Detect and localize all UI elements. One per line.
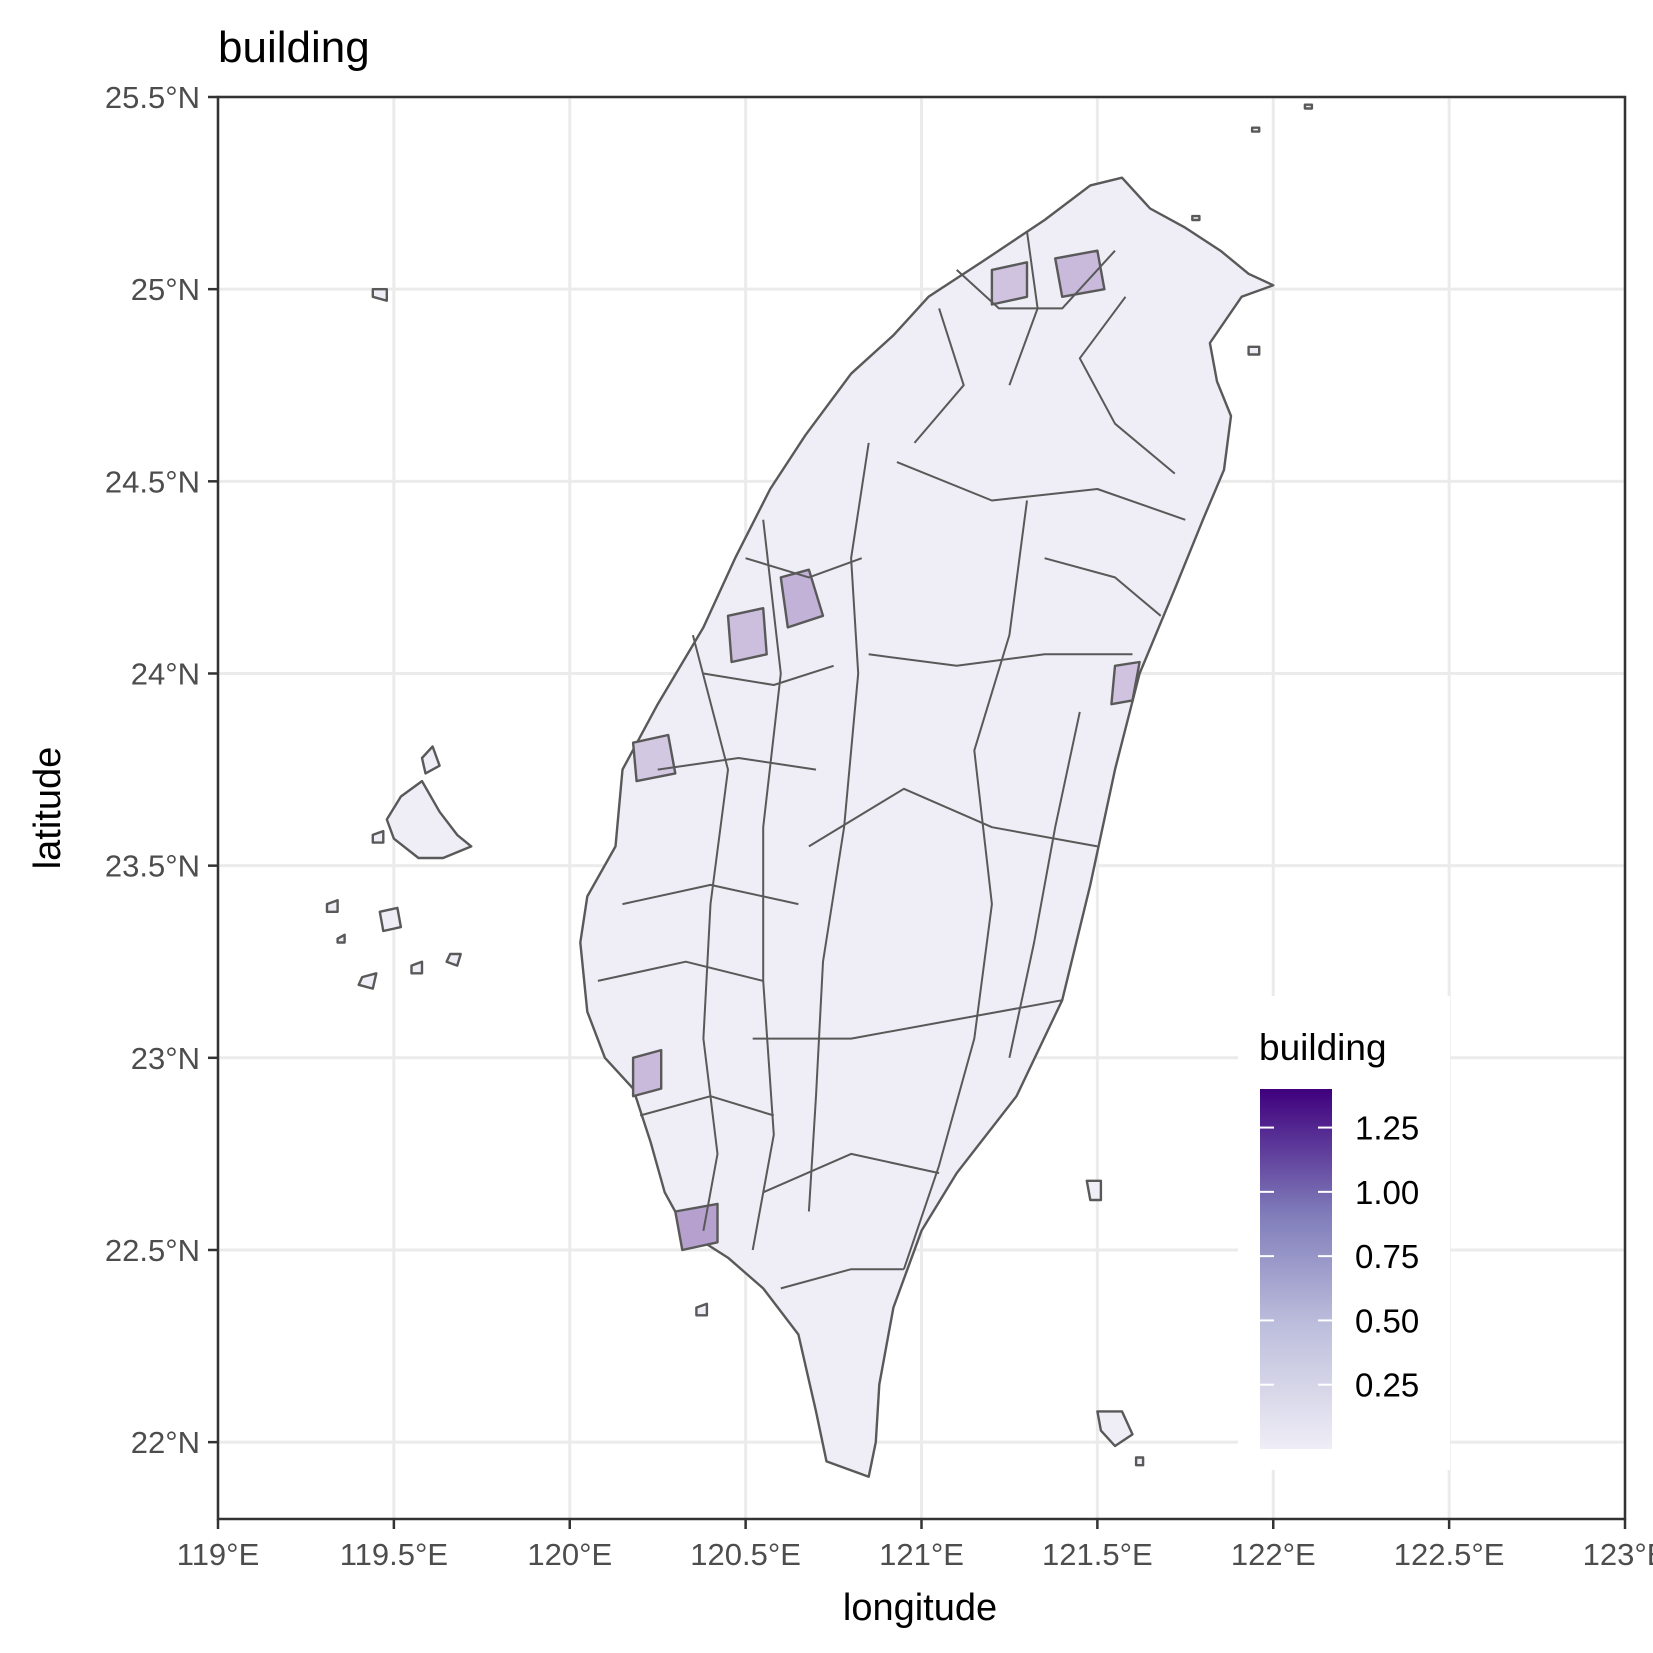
plot-panel [216,95,1627,1521]
district-boundary [752,999,1063,1040]
district-region [726,607,768,664]
y-tick-label: 23°N [131,1041,200,1076]
district-region [1053,249,1106,298]
y-tick-label: 23.5°N [105,849,200,884]
district-region [990,261,1029,306]
district-boundary [913,308,965,444]
legend-break-label: 1.00 [1355,1174,1419,1211]
y-tick-label: 25.5°N [105,80,200,115]
legend-breaks: 1.25 1.00 0.75 0.50 0.25 [1260,1110,1419,1404]
x-tick-label: 120°E [527,1537,612,1572]
district-boundary [745,557,863,579]
island-wuqiu [371,288,388,302]
x-tick-label: 120.5°E [690,1537,801,1572]
island-penghu-mid [410,960,424,975]
y-tick-label: 24.5°N [105,464,200,499]
island-liuqiu [695,1302,709,1317]
district-boundary [956,250,1116,310]
district-boundaries [597,231,1186,1290]
island-penghu-small-a [371,829,385,844]
x-axis-title: longitude [843,1587,997,1629]
island-guishan [1247,345,1261,356]
x-tick-label: 121.5°E [1042,1537,1153,1572]
district-boundary [896,461,1186,521]
legend-title: building [1259,1027,1387,1068]
island-penghu-south-3 [445,952,462,967]
island-orchid-island [1096,1410,1134,1448]
district-boundary [868,653,1133,667]
y-axis: 22°N 22.5°N 23°N 23.5°N 24°N 24.5°N 25°N 25.5°N [105,80,218,1460]
district-boundary [1008,711,1081,1059]
district-boundary [780,1268,904,1290]
x-axis: 119°E 119.5°E 120°E 120.5°E 121°E 121.5°E 122°… [177,1519,1653,1572]
legend-break-label: 0.75 [1355,1238,1419,1275]
district-boundary [691,634,729,1231]
y-tick-label: 22.5°N [105,1233,200,1268]
island-penghu-west [325,899,339,913]
y-axis-title: latitude [27,747,69,870]
island-pengjia-2 [1250,126,1261,133]
district-boundary [657,757,817,771]
district-boundary [597,960,764,982]
island-pengjia-1 [1303,103,1314,110]
x-tick-label: 121°E [879,1537,964,1572]
district-boundary [807,442,870,1212]
legend: building 1.25 1.00 0.75 0.50 0.25 [1238,996,1450,1470]
island-little-orchid [1134,1456,1145,1467]
island-green-island [1085,1179,1103,1202]
district-boundary [751,519,782,1251]
x-tick-label: 119°E [177,1537,260,1572]
district-boundary [703,664,834,686]
island-penghu-south-2 [357,972,378,990]
taiwan-main-island [579,176,1275,1478]
district-region [631,1048,663,1098]
district-region [631,733,677,783]
district-boundary [622,883,799,906]
district-region [1110,660,1141,706]
x-tick-label: 123°E [1583,1537,1653,1572]
island-penghu-north [420,745,441,775]
district-boundary [1078,296,1176,475]
legend-break-label: 1.25 [1355,1110,1419,1147]
x-tick-label: 119.5°E [340,1537,448,1572]
legend-break-label: 0.50 [1355,1302,1419,1339]
district-region [674,1202,719,1252]
legend-colorbar [1260,1089,1332,1449]
island-penghu-small-b [336,933,346,944]
x-tick-label: 122.5°E [1394,1537,1505,1572]
district-boundary [902,500,1028,1270]
y-tick-label: 25°N [131,272,200,307]
y-tick-label: 24°N [131,656,200,691]
legend-break-label: 0.25 [1355,1367,1419,1404]
map-title: building [218,23,370,72]
district-region [779,568,825,629]
district-boundary [1044,557,1162,617]
y-tick-label: 22°N [131,1425,200,1460]
island-penghu-main [385,779,473,860]
island-pengjia-3 [1191,214,1201,222]
district-boundary [762,1152,940,1194]
district-boundary [808,787,1098,848]
island-penghu-south-1 [378,906,403,933]
x-tick-label: 122°E [1231,1537,1316,1572]
